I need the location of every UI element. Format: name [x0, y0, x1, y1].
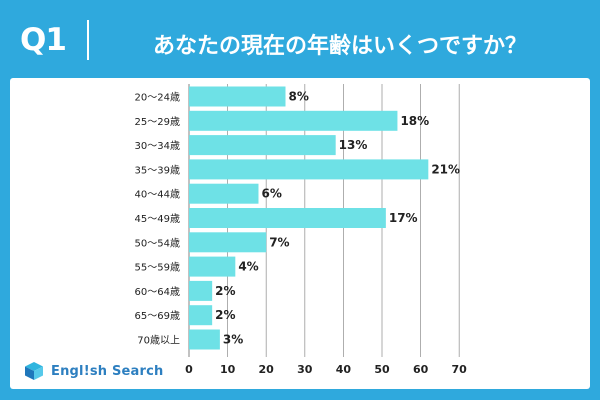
category-label: 70歳以上	[137, 335, 180, 347]
bar	[189, 135, 336, 156]
header-divider	[87, 20, 89, 60]
x-tick-label: 50	[374, 363, 390, 376]
category-label: 30〜34歳	[135, 140, 180, 152]
data-label: 2%	[215, 284, 235, 298]
x-tick-label: 0	[185, 363, 193, 376]
bar	[189, 110, 398, 131]
data-label: 13%	[339, 138, 368, 152]
data-label: 6%	[261, 187, 281, 201]
category-label: 45〜49歳	[135, 213, 180, 225]
data-label: 7%	[269, 235, 289, 249]
category-label: 20〜24歳	[135, 92, 180, 104]
data-label: 17%	[389, 211, 418, 225]
data-label: 3%	[223, 333, 243, 347]
bar-layer	[189, 86, 429, 350]
data-label: 8%	[289, 90, 309, 104]
label-layer: 0 10 20 30 40 50 60 70 20〜24歳 8% 25〜29歳 18% 30〜34歳 13…	[135, 90, 468, 377]
brand-name: Engl!sh Search	[51, 363, 164, 379]
bar	[189, 256, 236, 277]
book-cube-icon	[25, 362, 43, 380]
question-title: あなたの現在の年齢はいくつですか？	[152, 34, 527, 59]
bar	[189, 305, 213, 326]
category-label: 65〜69歳	[135, 310, 180, 322]
data-label: 18%	[400, 114, 429, 128]
category-label: 35〜39歳	[135, 164, 180, 176]
bar	[189, 183, 259, 204]
x-tick-label: 70	[452, 363, 468, 376]
data-label: 21%	[431, 162, 460, 176]
brand-logo: Engl!sh Search	[23, 360, 163, 382]
bar	[189, 329, 220, 350]
question-label: Q1	[20, 22, 67, 58]
bar	[189, 86, 286, 107]
bar	[189, 232, 267, 253]
bar	[189, 159, 429, 180]
bar	[189, 208, 386, 228]
x-tick-label: 40	[336, 363, 352, 376]
header: Q1 あなたの現在の年齢はいくつですか？	[0, 0, 600, 78]
category-label: 60〜64歳	[135, 286, 180, 298]
category-label: 50〜54歳	[135, 237, 180, 249]
x-tick-label: 10	[220, 363, 236, 376]
data-label: 2%	[215, 308, 235, 322]
category-label: 40〜44歳	[135, 189, 180, 201]
category-label: 55〜59歳	[135, 262, 180, 274]
category-label: 25〜29歳	[135, 116, 180, 128]
bar	[189, 280, 213, 301]
x-tick-label: 20	[259, 363, 275, 376]
x-tick-label: 60	[413, 363, 429, 376]
data-label: 4%	[238, 260, 258, 274]
x-tick-label: 30	[297, 363, 313, 376]
